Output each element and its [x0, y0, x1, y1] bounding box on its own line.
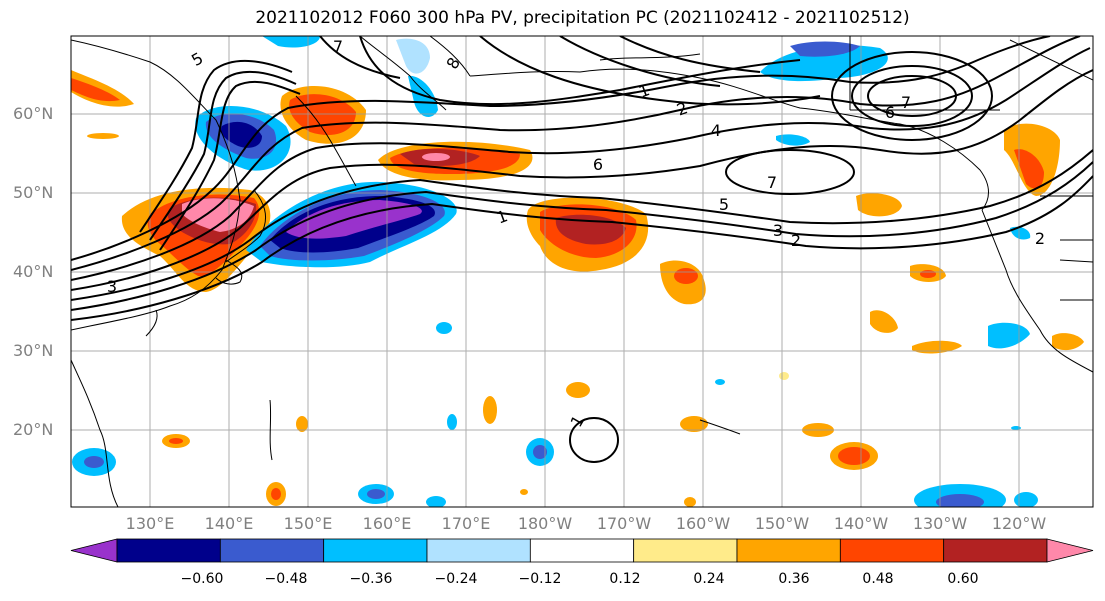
- lon-label-120w: 120°W: [991, 514, 1047, 533]
- colorbar-tick: 0.24: [693, 571, 725, 587]
- colorbar-swatch: [529, 538, 635, 563]
- lat-label-50n: 50°N: [13, 183, 54, 202]
- colorbar-swatch: [219, 538, 325, 563]
- lon-label-170w: 170°W: [596, 514, 652, 533]
- contour-label: 7: [901, 93, 911, 112]
- lon-label-140e: 140°E: [204, 514, 254, 533]
- colorbar-tick: 0.60: [947, 571, 979, 587]
- contour-label: 3: [107, 277, 117, 296]
- contour-label: 4: [711, 121, 721, 140]
- contour-label: 2: [1035, 229, 1045, 248]
- contour-label: 6: [593, 155, 603, 174]
- colorbar-extend-high: [1046, 538, 1094, 563]
- precip-shading: [71, 36, 1084, 507]
- colorbar-tick: 0.36: [778, 571, 810, 587]
- lon-label-150e: 150°E: [283, 514, 333, 533]
- pv-contours: [71, 36, 1093, 463]
- contour-label: 1: [566, 412, 588, 430]
- lon-label-130e: 130°E: [125, 514, 175, 533]
- colorbar-swatch: [943, 538, 1048, 563]
- lon-label-160w: 160°W: [675, 514, 731, 533]
- colorbar-tick: −0.60: [180, 571, 224, 587]
- colorbar-extend-low: [70, 538, 118, 563]
- contour-label: 5: [719, 195, 729, 214]
- map-area: 5 7 8 1 2 4 6 7 5 3 2 1 6 7 3 1 2: [71, 36, 1093, 507]
- colorbar-swatch: [323, 538, 428, 563]
- colorbar-swatch: [736, 538, 841, 563]
- lat-label-60n: 60°N: [13, 104, 54, 123]
- lon-label-180w: 180°W: [517, 514, 573, 533]
- lat-label-30n: 30°N: [13, 341, 54, 360]
- colorbar-swatch: [116, 538, 221, 563]
- grid-lines: [71, 36, 1093, 507]
- contour-label: 8: [442, 54, 464, 72]
- lat-label-40n: 40°N: [13, 262, 54, 281]
- colorbar-swatch: [426, 538, 531, 563]
- colorbar-tick: −0.24: [434, 571, 478, 587]
- lon-label-170e: 170°E: [441, 514, 491, 533]
- contour-label: 3: [773, 221, 783, 240]
- colorbar-swatch: [839, 538, 945, 563]
- contour-label: 1: [494, 206, 510, 227]
- map-frame: [70, 35, 1094, 508]
- contour-label: 5: [188, 48, 206, 70]
- colorbar-tick: 0.12: [609, 571, 641, 587]
- colorbar: [70, 538, 1094, 563]
- map-title: 2021102012 F060 300 hPa PV, precipitatio…: [255, 8, 910, 28]
- colorbar-tick: 0.48: [862, 571, 894, 587]
- colorbar-swatch: [633, 538, 738, 563]
- contour-label: 7: [767, 173, 777, 192]
- lon-label-160e: 160°E: [362, 514, 412, 533]
- contour-label: 6: [885, 103, 895, 122]
- contour-label: 7: [333, 37, 343, 56]
- colorbar-tick: −0.36: [349, 571, 393, 587]
- lat-label-20n: 20°N: [13, 420, 54, 439]
- lon-label-130w: 130°W: [912, 514, 968, 533]
- colorbar-tick: −0.12: [518, 571, 562, 587]
- contour-label: 2: [791, 231, 801, 250]
- colorbar-tick: −0.48: [264, 571, 308, 587]
- lon-label-140w: 140°W: [833, 514, 889, 533]
- lon-label-150w: 150°W: [754, 514, 810, 533]
